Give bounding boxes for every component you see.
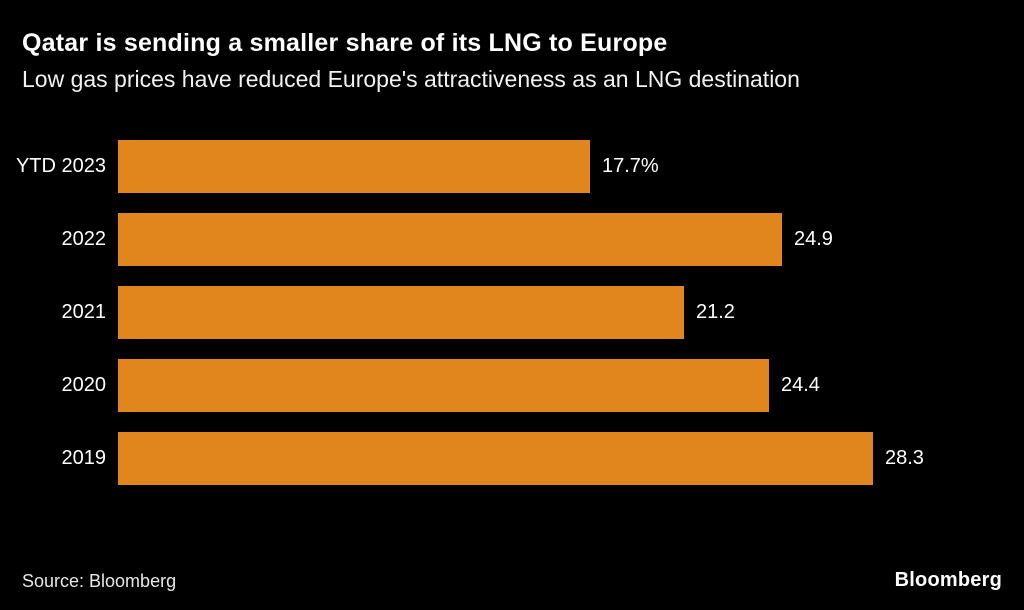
bar — [118, 286, 684, 339]
value-label: 24.4 — [781, 374, 820, 396]
category-label: 2021 — [61, 301, 107, 323]
category-label: YTD 2023 — [15, 155, 106, 177]
bar-row: YTD 2023 17.7% — [0, 140, 1024, 193]
chart-footer: Source: Bloomberg Bloomberg — [22, 569, 1002, 592]
bar — [118, 140, 590, 193]
bloomberg-logo: Bloomberg — [894, 569, 1002, 591]
bar-track: 24.9 — [118, 213, 1024, 266]
bar-track: 28.3 — [118, 432, 1024, 485]
chart-subtitle: Low gas prices have reduced Europe's att… — [22, 66, 800, 93]
bar-row: 2022 24.9 — [0, 213, 1024, 266]
category-label: 2022 — [61, 228, 107, 250]
bar-row: 2020 24.4 — [0, 359, 1024, 412]
bar-track: 17.7% — [118, 140, 1024, 193]
value-label: 24.9 — [794, 228, 833, 250]
bar-chart: YTD 2023 17.7% 2022 24.9 2021 21.2 2020 24.4 201… — [0, 140, 1024, 505]
bar — [118, 432, 873, 485]
bar — [118, 213, 782, 266]
value-label: 17.7% — [602, 155, 659, 177]
bar-row: 2019 28.3 — [0, 432, 1024, 485]
bar-track: 24.4 — [118, 359, 1024, 412]
bar — [118, 359, 769, 412]
chart-header: Qatar is sending a smaller share of its … — [22, 28, 1002, 95]
chart-title: Qatar is sending a smaller share of its … — [22, 29, 668, 57]
value-label: 21.2 — [696, 301, 735, 323]
bar-track: 21.2 — [118, 286, 1024, 339]
source-note: Source: Bloomberg — [22, 571, 177, 591]
category-label: 2019 — [61, 447, 107, 469]
value-label: 28.3 — [885, 447, 924, 469]
bar-row: 2021 21.2 — [0, 286, 1024, 339]
category-label: 2020 — [61, 374, 107, 396]
